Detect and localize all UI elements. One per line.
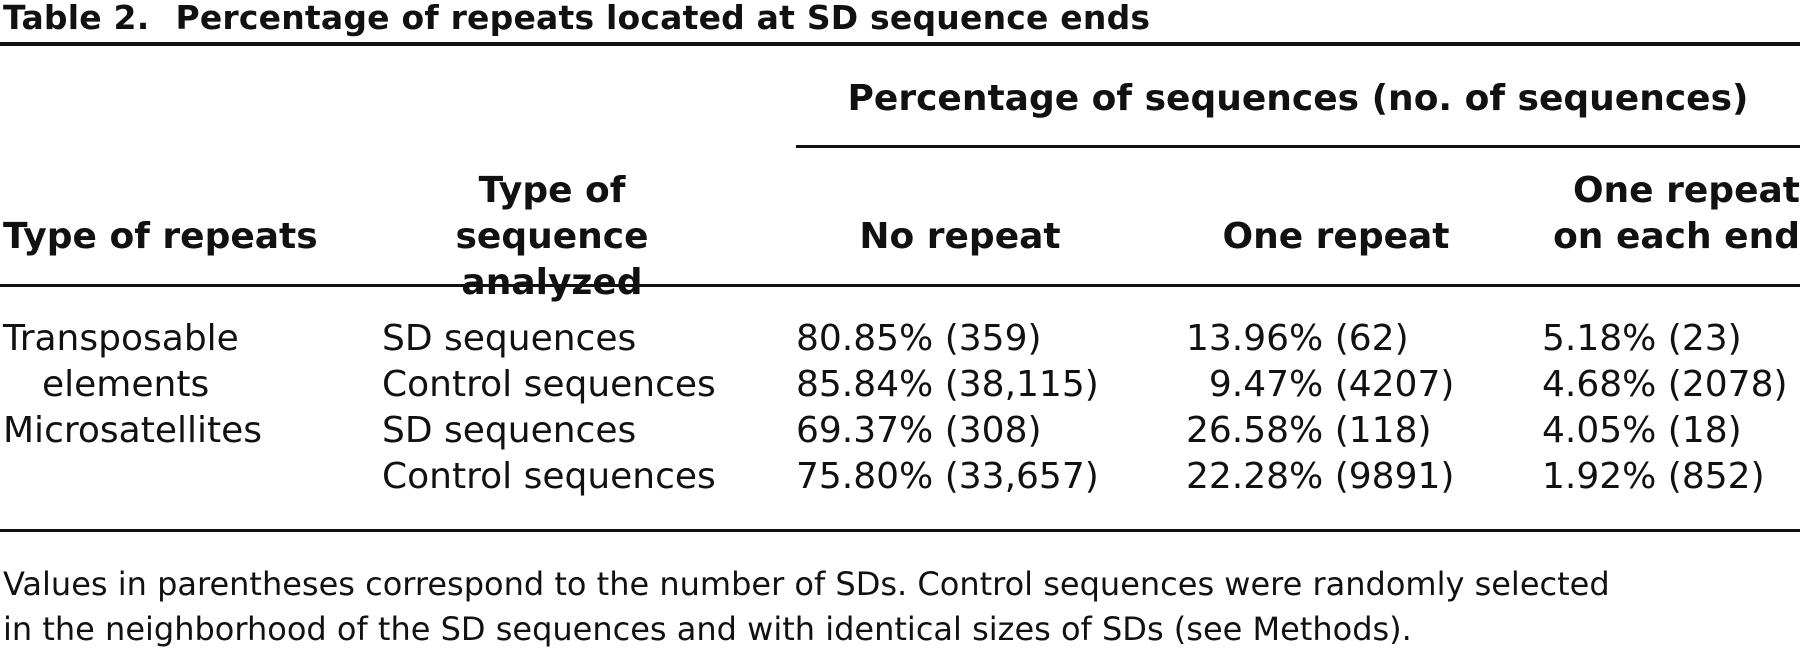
table-number: Table 2. xyxy=(3,0,150,37)
sequence-type-cell: SD sequences xyxy=(382,318,637,359)
bottom-rule xyxy=(0,529,1800,532)
repeat-type-cell-continued: elements xyxy=(42,364,210,405)
no-repeat-cell: 85.84% (38,115) xyxy=(796,364,1099,405)
one-repeat-cell: 22.28% (9891) xyxy=(1186,456,1455,497)
one-repeat-cell: 13.96% (62) xyxy=(1186,318,1409,359)
footnote-line: Values in parentheses correspond to the … xyxy=(3,565,1610,603)
no-repeat-cell: 75.80% (33,657) xyxy=(796,456,1099,497)
sequence-type-cell: Control sequences xyxy=(382,456,716,497)
column-group-header: Percentage of sequences (no. of sequence… xyxy=(847,78,1749,119)
each-end-cell: 4.68% (2078) xyxy=(1542,364,1788,405)
one-repeat-cell: 26.58% (118) xyxy=(1186,410,1432,451)
table-title: Percentage of repeats located at SD sequ… xyxy=(175,0,1151,37)
each-end-cell: 5.18% (23) xyxy=(1542,318,1742,359)
each-end-cell: 4.05% (18) xyxy=(1542,410,1742,451)
sequence-type-cell: Control sequences xyxy=(382,364,716,405)
header-one-repeat: One repeat xyxy=(1222,216,1450,257)
footnote-line: in the neighborhood of the SD sequences … xyxy=(3,610,1412,648)
header-type-of-repeats: Type of repeats xyxy=(3,216,318,257)
sequence-type-cell: SD sequences xyxy=(382,410,637,451)
table-caption: Table 2. Percentage of repeats located at… xyxy=(3,0,1150,40)
header-one-repeat-each-end: One repeat on each end xyxy=(1553,170,1800,257)
repeat-type-cell: Transposable xyxy=(3,318,239,359)
header-rule xyxy=(0,284,1800,287)
each-end-cell: 1.92% (852) xyxy=(1542,456,1765,497)
header-type-of-sequence: Type of sequence analyzed xyxy=(455,170,649,303)
one-repeat-cell: 9.47% (4207) xyxy=(1186,364,1455,405)
header-no-repeat: No repeat xyxy=(859,216,1061,257)
no-repeat-cell: 80.85% (359) xyxy=(796,318,1042,359)
no-repeat-cell: 69.37% (308) xyxy=(796,410,1042,451)
repeat-type-cell: Microsatellites xyxy=(3,410,262,451)
table-footnote: Values in parentheses correspond to the … xyxy=(3,562,1798,652)
column-group-rule xyxy=(796,145,1800,148)
top-rule xyxy=(0,42,1800,46)
